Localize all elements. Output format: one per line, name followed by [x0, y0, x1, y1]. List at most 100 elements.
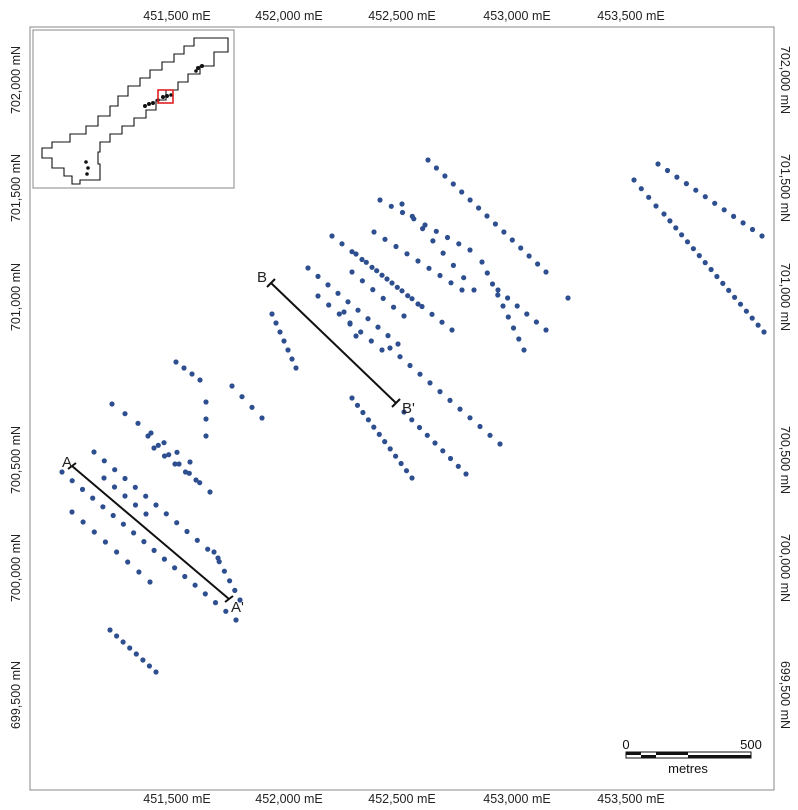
drillhole-collar [467, 415, 473, 421]
drillhole-collar [100, 504, 106, 510]
drillhole-collar [203, 416, 209, 422]
top-easting-label: 451,500 mE [143, 9, 210, 23]
drillhole-collar [459, 287, 465, 293]
drillhole-collar [233, 617, 239, 623]
drillhole-collar [174, 520, 180, 526]
scale-bar-segment [656, 752, 688, 755]
drillhole-collar [395, 341, 401, 347]
drillhole-collar [667, 218, 673, 224]
drillhole-collar [349, 269, 355, 275]
drillhole-collar [425, 157, 431, 163]
drillhole-collar [125, 559, 131, 565]
drillhole-collar [161, 556, 167, 562]
drillhole-collar [664, 167, 671, 174]
drillhole-collar [439, 319, 445, 325]
drillhole-collar [732, 294, 738, 300]
bottom-easting-label: 453,500 mE [597, 792, 664, 806]
scale-end-label: 500 [740, 737, 762, 752]
drillhole-collar [471, 287, 477, 293]
drillhole-collar [153, 502, 159, 508]
drillhole-collar [184, 528, 190, 535]
drillhole-collar [467, 197, 473, 203]
drillhole-collar [417, 371, 423, 377]
drillhole-collar [638, 186, 644, 192]
section-b-start-tick [266, 278, 276, 288]
drillhole-collar [500, 303, 506, 309]
right-northing-label: 702,000 mN [778, 46, 792, 114]
drillhole-collar [172, 565, 178, 571]
top-easting-label: 452,500 mE [368, 9, 435, 23]
drillhole-collar [194, 537, 200, 543]
drillhole-collar [477, 423, 483, 430]
drillhole-collar [293, 365, 299, 371]
drillhole-collar [205, 546, 211, 552]
left-northing-label: 700,500 mN [9, 426, 23, 494]
drillhole-collar [315, 293, 321, 299]
drillhole-collar [146, 663, 152, 669]
drillhole-collar [203, 399, 209, 405]
drillhole-collar [433, 228, 439, 234]
drillhole-collar [221, 568, 227, 574]
drillhole-collars [59, 157, 767, 675]
drillhole-collar [365, 417, 371, 423]
drillhole-collar [487, 432, 493, 438]
drillhole-collar [151, 445, 157, 451]
drillhole-collar [749, 226, 756, 233]
drillhole-collar [457, 406, 463, 412]
drillhole-collar [447, 455, 454, 462]
drillhole-collar [510, 325, 517, 331]
drillhole-collar [479, 259, 485, 265]
drillhole-collar [495, 287, 501, 293]
scale-bar-segment [688, 755, 751, 758]
bottom-easting-labels: 451,500 mE 452,000 mE 452,500 mE 453,000… [143, 792, 664, 806]
drillhole-collar [380, 295, 386, 301]
drillhole-collar [273, 320, 279, 326]
scale-bar: 0 500 metres [622, 737, 761, 776]
drillhole-collar [174, 449, 180, 455]
drillhole-collar [141, 539, 147, 545]
drillhole-collar [181, 365, 187, 371]
drillhole-collar [335, 290, 341, 296]
drillhole-collar [399, 209, 406, 216]
drillhole-collar [259, 415, 265, 421]
drillhole-collar [420, 226, 426, 232]
left-northing-label: 702,000 mN [9, 46, 23, 114]
drillhole-collar [101, 458, 107, 464]
drillhole-collar [355, 307, 361, 313]
drillhole-collar [726, 287, 732, 293]
drillhole-collar [674, 174, 680, 180]
drillhole-collar [440, 448, 446, 454]
drillhole-collar [708, 266, 714, 273]
drillhole-collar [197, 480, 203, 486]
drillhole-collar [416, 424, 423, 431]
drillhole-collar [374, 268, 380, 274]
drillhole-collar [131, 530, 137, 536]
drillhole-collar [398, 460, 404, 467]
top-easting-labels: 451,500 mE 452,000 mE 452,500 mE 453,000… [143, 9, 664, 23]
right-northing-label: 699,500 mN [778, 661, 792, 729]
bottom-easting-label: 452,500 mE [368, 792, 435, 806]
drillhole-collar [387, 446, 393, 452]
section-a-end-label: A' [231, 599, 244, 616]
drillhole-collar [387, 345, 393, 351]
drillhole-collar [524, 311, 530, 317]
drillhole-collar [535, 261, 541, 267]
right-northing-label: 701,000 mN [778, 263, 792, 331]
left-northing-label: 700,000 mN [9, 534, 23, 602]
drillhole-collar [166, 452, 172, 458]
drillhole-collar [696, 253, 702, 259]
left-northing-labels: 702,000 mN 701,500 mN 701,000 mN 700,500… [9, 46, 23, 729]
drillhole-collar [382, 236, 388, 242]
drillhole-collar [424, 432, 430, 438]
drillhole-collar [155, 442, 161, 448]
drillhole-collar [153, 669, 159, 675]
drillhole-collar [120, 521, 126, 527]
drillhole-collar [182, 573, 188, 580]
drillhole-collar [365, 316, 371, 322]
drillhole-collar [683, 181, 690, 187]
scale-bar-segment [626, 752, 641, 755]
drillhole-collar [393, 453, 399, 459]
drillhole-collar [433, 165, 439, 171]
section-line-a: A A' [62, 454, 244, 616]
drillhole-collar [484, 270, 490, 276]
